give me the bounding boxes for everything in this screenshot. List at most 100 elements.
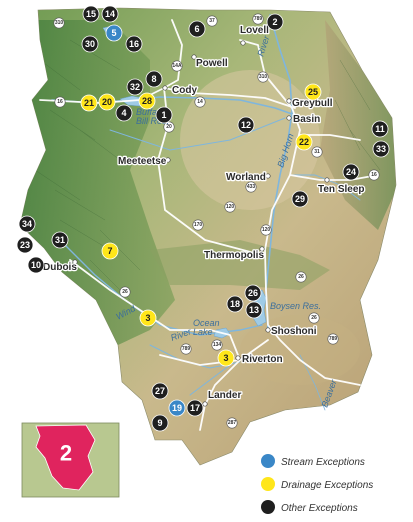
other-exception-marker[interactable]: 15 xyxy=(82,5,100,23)
svg-text:310: 310 xyxy=(55,20,64,26)
route-shield: 16 xyxy=(368,169,380,181)
svg-text:31: 31 xyxy=(55,235,65,245)
other-exception-marker[interactable]: 1 xyxy=(155,106,173,124)
svg-text:Cody: Cody xyxy=(172,85,197,96)
drainage-exception-marker[interactable]: 28 xyxy=(138,92,156,110)
svg-text:7: 7 xyxy=(107,246,112,256)
drainage-exception-marker[interactable]: 25 xyxy=(304,83,322,101)
legend-label-stream: Stream Exceptions xyxy=(281,457,365,468)
other-exception-marker[interactable]: 10 xyxy=(27,256,45,274)
drainage-exception-marker[interactable]: 21 xyxy=(80,94,98,112)
beaver-creek xyxy=(299,354,326,411)
route-shield: 287 xyxy=(226,417,238,429)
svg-text:Ten Sleep: Ten Sleep xyxy=(318,184,365,195)
svg-text:22: 22 xyxy=(299,137,309,147)
other-exception-marker[interactable]: 9 xyxy=(151,414,169,432)
other-exception-marker[interactable]: 30 xyxy=(81,35,99,53)
svg-text:Basin: Basin xyxy=(293,114,320,125)
svg-text:Meeteetse: Meeteetse xyxy=(118,156,167,167)
other-exception-marker[interactable]: 33 xyxy=(372,140,390,158)
svg-text:30: 30 xyxy=(85,39,95,49)
svg-text:6: 6 xyxy=(194,24,199,34)
drainage-exception-marker[interactable]: 20 xyxy=(98,93,116,111)
other-exception-marker[interactable]: 14 xyxy=(101,5,119,23)
svg-text:789: 789 xyxy=(182,346,191,352)
other-exception-marker[interactable]: 4 xyxy=(115,104,133,122)
svg-text:17: 17 xyxy=(190,403,200,413)
bighorn-river xyxy=(265,14,293,331)
water-label-boysen: Boysen Res. xyxy=(270,301,321,311)
other-exception-marker[interactable]: 31 xyxy=(51,231,69,249)
other-exception-swatch xyxy=(261,500,275,514)
svg-text:14: 14 xyxy=(105,9,115,19)
svg-text:29: 29 xyxy=(295,194,305,204)
svg-text:Lovell: Lovell xyxy=(240,25,269,36)
other-exception-marker[interactable]: 26 xyxy=(244,284,262,302)
legend-item-stream: Stream Exceptions xyxy=(261,454,365,468)
other-exception-marker[interactable]: 12 xyxy=(237,116,255,134)
svg-text:21: 21 xyxy=(84,98,94,108)
other-exception-marker[interactable]: 34 xyxy=(18,215,36,233)
other-exception-marker[interactable]: 13 xyxy=(245,301,263,319)
route-shields: 310 37 789 14A 310 14 16 31 20 120 170 1… xyxy=(53,13,380,429)
other-exception-marker[interactable]: 2 xyxy=(266,13,284,31)
svg-text:1: 1 xyxy=(161,110,166,120)
drainage-exception-marker[interactable]: 7 xyxy=(101,242,119,260)
other-exception-marker[interactable]: 11 xyxy=(371,120,389,138)
exception-markers: 15 14 5 30 16 6 2 8 32 1 21 20 28 4 25 1… xyxy=(16,5,390,432)
other-exception-marker[interactable]: 29 xyxy=(291,190,309,208)
svg-text:23: 23 xyxy=(20,240,30,250)
svg-text:10: 10 xyxy=(31,260,41,270)
svg-text:789: 789 xyxy=(254,16,263,22)
stream-exception-swatch xyxy=(261,454,275,468)
svg-text:120: 120 xyxy=(262,227,271,233)
other-exception-marker[interactable]: 32 xyxy=(126,78,144,96)
svg-text:Shoshoni: Shoshoni xyxy=(271,326,317,337)
svg-text:13: 13 xyxy=(249,305,259,315)
svg-text:28: 28 xyxy=(142,96,152,106)
other-exception-marker[interactable]: 17 xyxy=(186,399,204,417)
svg-text:2: 2 xyxy=(272,17,277,27)
svg-text:310: 310 xyxy=(259,74,268,80)
svg-text:Meeteetse: Meeteetse xyxy=(118,156,167,167)
water-label-buffalo: Buffalo Bill Res. xyxy=(136,107,169,126)
wind-river xyxy=(59,239,263,336)
svg-text:4: 4 xyxy=(121,108,126,118)
legend-label-drainage: Drainage Exceptions xyxy=(281,480,373,491)
stream-exception-marker[interactable]: 19 xyxy=(168,399,186,417)
svg-text:16: 16 xyxy=(129,39,139,49)
other-exception-marker[interactable]: 18 xyxy=(226,295,244,313)
stream-exception-marker[interactable]: 5 xyxy=(105,24,123,42)
svg-text:25: 25 xyxy=(308,87,318,97)
other-exception-marker[interactable]: 23 xyxy=(16,236,34,254)
svg-text:20: 20 xyxy=(102,97,112,107)
route-shield: 789 xyxy=(180,343,192,355)
other-exception-marker[interactable]: 27 xyxy=(151,382,169,400)
svg-text:14: 14 xyxy=(197,99,203,105)
drainage-exception-marker[interactable]: 22 xyxy=(295,133,313,151)
svg-text:26: 26 xyxy=(248,288,258,298)
route-shield: 20 xyxy=(163,121,175,133)
route-shield: 134 xyxy=(211,339,223,351)
svg-text:Thermopolis: Thermopolis xyxy=(204,250,264,261)
drainage-exception-marker[interactable]: 3 xyxy=(139,309,157,327)
route-shield: 310 xyxy=(257,71,269,83)
other-exception-marker[interactable]: 6 xyxy=(188,20,206,38)
other-exception-marker[interactable]: 16 xyxy=(125,35,143,53)
svg-text:26: 26 xyxy=(122,289,128,295)
svg-text:287: 287 xyxy=(228,420,237,426)
other-exception-marker[interactable]: 8 xyxy=(145,70,163,88)
svg-text:9: 9 xyxy=(157,418,162,428)
other-exception-marker[interactable]: 24 xyxy=(342,163,360,181)
svg-text:5: 5 xyxy=(111,28,116,38)
drainage-exception-marker[interactable]: 3 xyxy=(217,349,235,367)
svg-text:24: 24 xyxy=(346,167,356,177)
